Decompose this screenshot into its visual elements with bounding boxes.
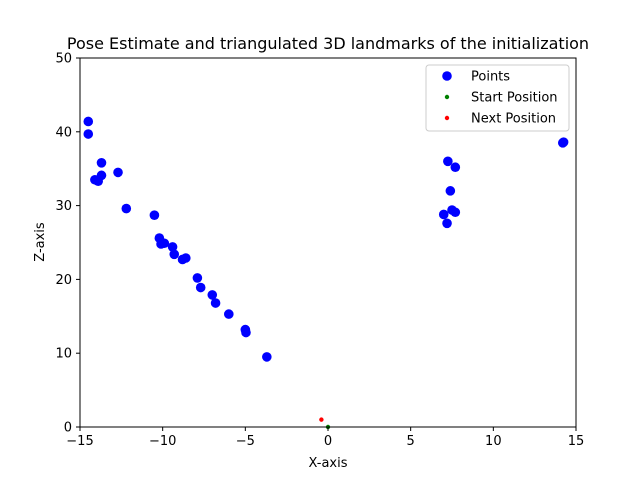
chart-title: Pose Estimate and triangulated 3D landma… [67,34,589,53]
points-point [241,327,251,338]
legend-label-points: Points [471,70,510,85]
points-point [262,352,272,362]
points-point [558,137,569,147]
axes-frame [79,57,577,428]
points-point [83,129,94,139]
points-point [224,309,234,319]
y-tick-label: 30 [55,199,72,214]
points-point [167,242,178,252]
x-tick-label: 0 [324,434,332,449]
y-tick-label: 40 [55,125,72,140]
points-point [443,156,453,167]
y-tick-label: 20 [55,273,72,288]
x-tick-label: 15 [568,434,585,449]
legend-marker-next-position [444,115,450,121]
x-tick-label: −10 [149,434,176,449]
x-tick-label: −5 [236,434,255,449]
y-axis-label: Z-axis [33,222,48,262]
points-point [83,116,94,127]
legend-label-next-position: Next Position [471,112,556,127]
points-point [442,218,452,229]
plot-area [83,116,569,430]
next-position-point [319,417,324,422]
legend-marker-start-position [444,94,450,100]
points-point [96,157,107,168]
points-point [149,210,160,220]
points-point [121,203,132,214]
points-point [438,209,449,220]
legend: Points Start Position Next Position [425,64,570,132]
x-tick-label: 10 [485,434,502,449]
axis-ticks: −15 −10 −5 0 5 10 15 0 10 20 30 40 50 [55,52,584,450]
x-tick-label: 5 [407,434,415,449]
x-tick-label: −15 [66,434,93,449]
points-point [450,207,461,218]
points-point [159,238,170,249]
points-point [181,253,191,263]
points-point [207,290,218,300]
legend-label-start-position: Start Position [471,91,558,106]
points-point [195,282,206,293]
legend-box [425,64,570,132]
y-tick-label: 50 [55,52,72,67]
y-tick-label: 0 [64,421,72,436]
legend-marker-points [442,71,452,81]
points-point [96,170,107,181]
points-point [169,249,180,260]
points-point [192,273,203,283]
points-point [450,162,461,173]
x-axis-label: X-axis [309,456,348,471]
y-tick-label: 10 [55,347,72,362]
points-point [445,186,456,196]
points-point [210,298,221,308]
points-point [113,167,123,178]
